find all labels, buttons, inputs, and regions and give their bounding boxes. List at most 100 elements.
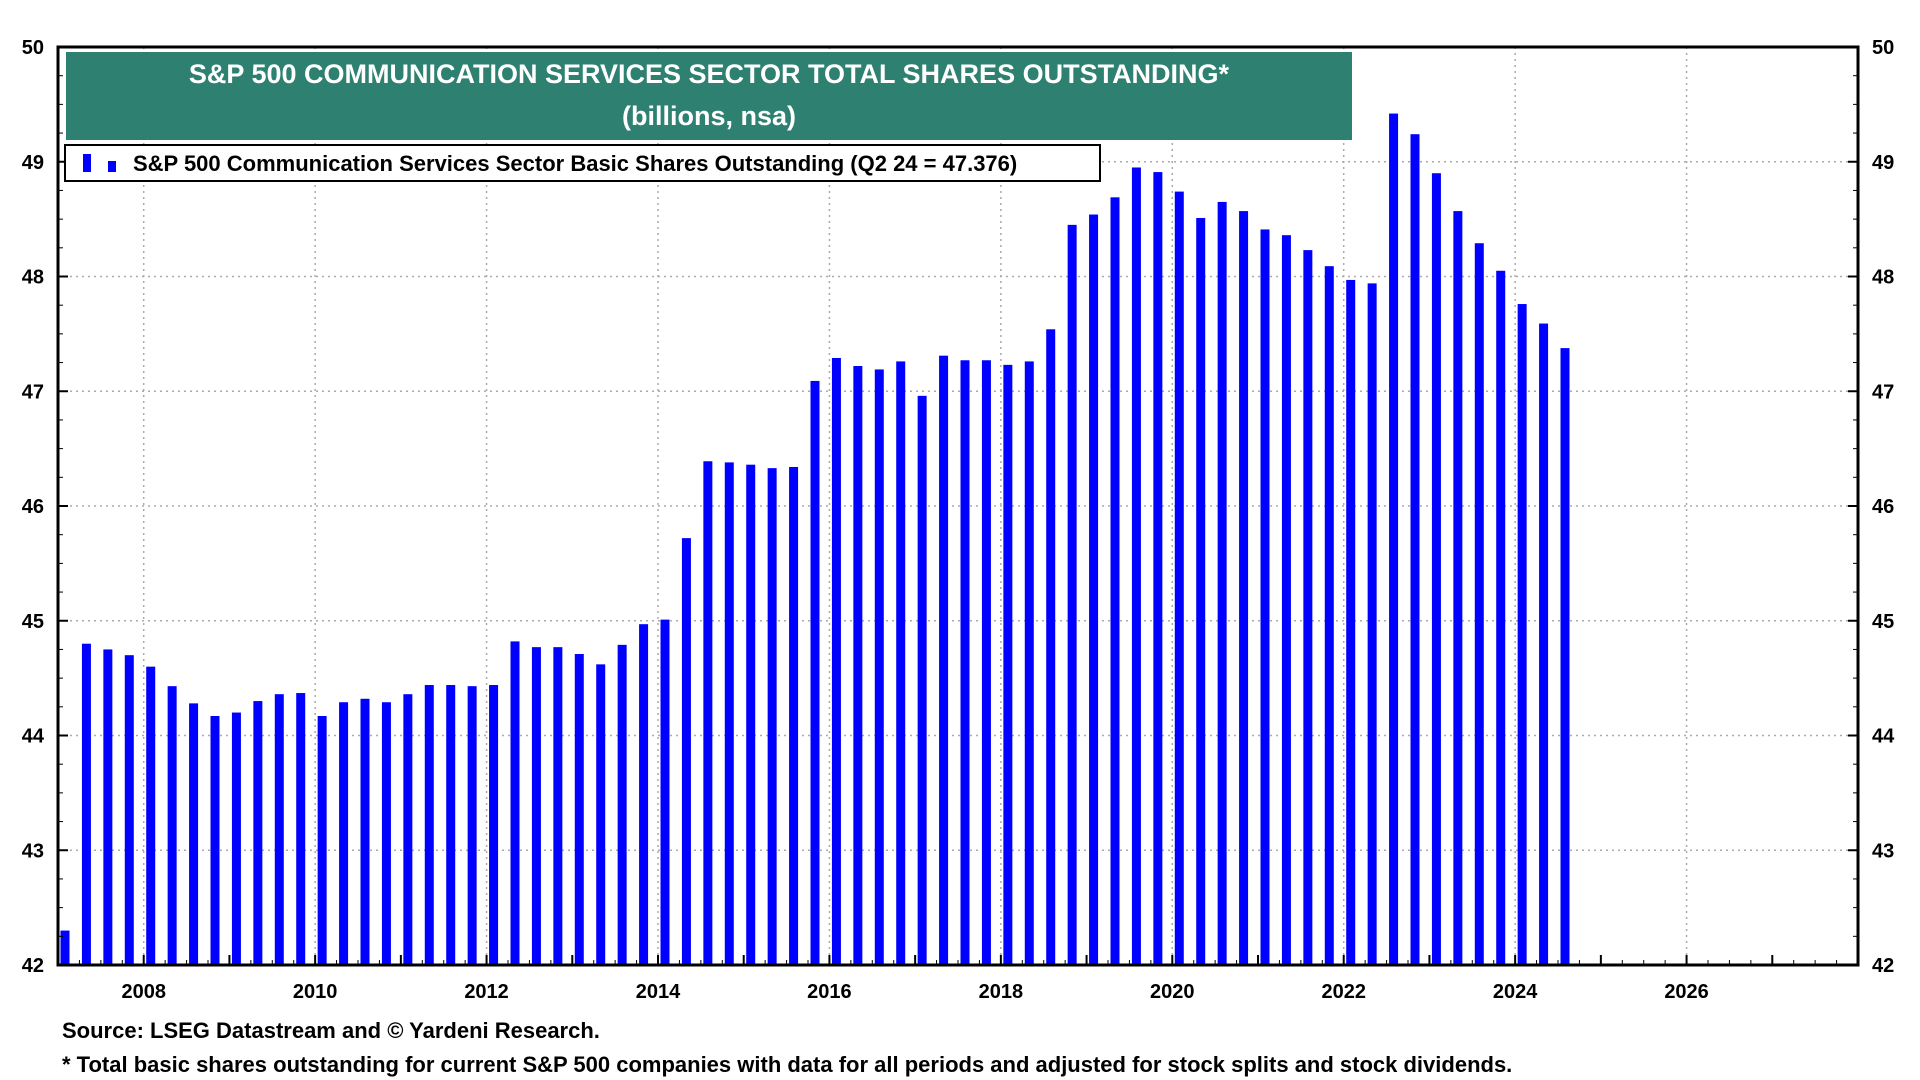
x-tick-label: 2012 — [464, 981, 509, 1003]
bar — [874, 369, 884, 965]
bar — [1453, 211, 1463, 965]
bar — [1089, 214, 1099, 965]
bar — [1024, 361, 1034, 965]
y-tick-label-left: 42 — [22, 955, 44, 977]
bar — [124, 655, 134, 965]
bar — [60, 930, 70, 965]
x-tick-label: 2022 — [1321, 981, 1366, 1003]
bar — [510, 641, 520, 965]
x-tick-label: 2020 — [1150, 981, 1195, 1003]
y-tick-label-right: 45 — [1872, 611, 1894, 633]
source-note: Source: LSEG Datastream and © Yardeni Re… — [62, 1018, 600, 1043]
bar — [189, 703, 199, 965]
y-tick-label-left: 47 — [22, 381, 44, 403]
bar — [981, 360, 991, 966]
bar — [360, 698, 370, 965]
bar — [917, 395, 927, 966]
bar — [596, 664, 606, 965]
bar — [746, 464, 756, 965]
bar — [1067, 224, 1077, 966]
y-tick-label-right: 48 — [1872, 267, 1894, 289]
bar — [681, 538, 691, 965]
bar — [574, 654, 584, 965]
x-tick-label: 2014 — [636, 981, 681, 1003]
y-tick-label-right: 46 — [1872, 496, 1894, 518]
y-tick-label-right: 44 — [1872, 726, 1895, 748]
bar — [1389, 113, 1399, 966]
bar — [896, 361, 906, 965]
y-tick-label-left: 49 — [22, 152, 44, 174]
axis-labels: 42 42 43 43 44 44 45 45 46 46 47 47 48 48 49 49 50 50 2008… — [22, 37, 1895, 1003]
bar — [1217, 201, 1227, 966]
bar — [767, 468, 777, 965]
grid-lines — [58, 47, 1858, 965]
bar-series — [60, 113, 1570, 966]
bar — [789, 466, 799, 965]
bar — [617, 644, 627, 965]
chart-subtitle: (billions, nsa) — [622, 101, 796, 131]
bar — [1110, 197, 1120, 965]
legend: S&P 500 Communication Services Sector Ba… — [64, 144, 1101, 182]
bar — [1517, 304, 1527, 965]
bar — [81, 643, 91, 965]
bar — [467, 686, 477, 965]
y-tick-label-left: 48 — [22, 267, 44, 289]
y-tick-label-left: 44 — [22, 726, 45, 748]
bar — [424, 685, 434, 965]
y-tick-label-right: 43 — [1872, 840, 1894, 862]
bar — [960, 360, 970, 966]
bar — [639, 624, 649, 965]
bar — [1046, 329, 1056, 965]
bar — [1560, 348, 1570, 965]
y-tick-label-left: 50 — [22, 37, 44, 59]
bar — [831, 357, 841, 965]
bar — [1410, 134, 1420, 965]
bar — [1431, 173, 1441, 966]
y-tick-label-right: 42 — [1872, 955, 1894, 977]
bar — [1196, 217, 1206, 966]
bar — [1131, 167, 1141, 966]
bar — [1003, 364, 1013, 965]
bar — [167, 686, 177, 965]
y-tick-label-left: 43 — [22, 840, 44, 862]
bar — [339, 702, 349, 965]
x-tick-label: 2018 — [979, 981, 1024, 1003]
bar — [381, 702, 391, 965]
bar — [660, 619, 670, 965]
y-tick-label-right: 47 — [1872, 381, 1894, 403]
legend-swatch-tall — [83, 154, 91, 172]
title-box: S&P 500 COMMUNICATION SERVICES SECTOR TO… — [66, 52, 1352, 140]
bar — [531, 647, 541, 965]
axis-ticks — [57, 46, 1859, 966]
bar — [1367, 283, 1377, 965]
x-tick-label: 2010 — [293, 981, 338, 1003]
bar — [146, 666, 156, 965]
bar — [403, 694, 413, 965]
x-tick-label: 2008 — [121, 981, 166, 1003]
bar — [231, 712, 241, 965]
bar — [1260, 229, 1270, 965]
legend-swatch-short — [108, 161, 116, 172]
x-tick-label: 2024 — [1493, 981, 1538, 1003]
bar — [853, 366, 863, 965]
bar — [553, 647, 563, 965]
bar — [1474, 243, 1484, 965]
chart-title: S&P 500 COMMUNICATION SERVICES SECTOR TO… — [189, 59, 1230, 89]
x-tick-label: 2026 — [1664, 981, 1709, 1003]
bar — [1303, 250, 1313, 966]
bar — [724, 462, 734, 965]
bar — [939, 355, 949, 965]
y-tick-label-right: 49 — [1872, 152, 1894, 174]
bar — [1496, 270, 1506, 965]
bar — [1174, 191, 1184, 965]
bar — [317, 715, 327, 965]
footnote: * Total basic shares outstanding for cur… — [62, 1052, 1513, 1077]
bar — [253, 701, 263, 965]
bar — [1539, 323, 1549, 965]
legend-label: S&P 500 Communication Services Sector Ba… — [133, 151, 1017, 176]
bar — [1346, 279, 1356, 965]
bar — [210, 715, 220, 965]
bar — [810, 380, 820, 965]
bar — [1281, 235, 1291, 965]
